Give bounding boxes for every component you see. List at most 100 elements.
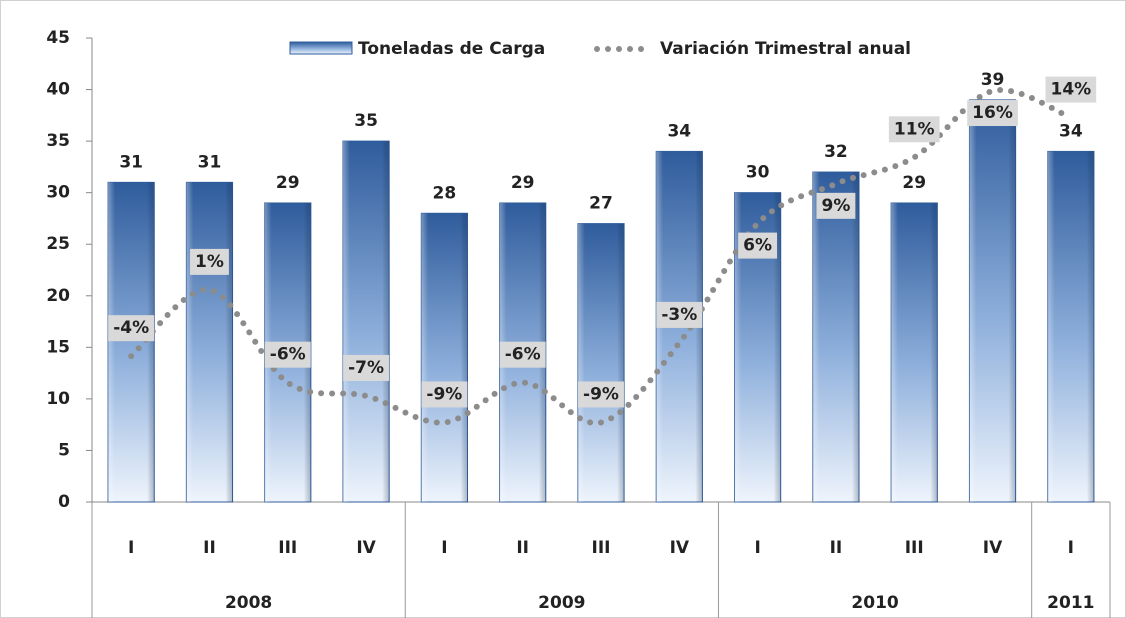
bar-value-label: 29 <box>902 173 926 193</box>
value-label-box: 14% <box>1045 76 1097 103</box>
x-tick-label: II <box>830 538 843 558</box>
line-value-label: -4% <box>113 318 149 338</box>
bar-shade <box>891 202 938 502</box>
line-value-label: 14% <box>1050 80 1091 100</box>
bar-group <box>342 140 390 503</box>
bar-value-label: 28 <box>433 183 457 203</box>
x-tick-label: IV <box>356 538 376 558</box>
y-tick-label: 20 <box>46 286 70 306</box>
bar-value-label: 29 <box>276 173 300 193</box>
label-background <box>656 301 703 328</box>
bar-value-label: 34 <box>667 121 691 141</box>
value-label-box: 16% <box>967 100 1018 127</box>
x-tick-label: III <box>278 538 297 558</box>
bar-group <box>968 99 1017 503</box>
bar-shade <box>969 99 1016 502</box>
line-value-label: 6% <box>743 236 772 256</box>
bar-value-label: 31 <box>119 152 143 172</box>
bar-value-label: 34 <box>1059 121 1083 141</box>
bar-shade <box>812 172 860 503</box>
x-tick-label: IV <box>670 538 690 558</box>
x-tick-label: II <box>516 538 529 558</box>
bar-value-label: 27 <box>589 194 613 214</box>
x-tick-label: IV <box>983 538 1003 558</box>
y-tick-label: 10 <box>46 389 70 409</box>
bar-value-label: 35 <box>354 111 378 131</box>
line-value-label: -9% <box>583 384 619 404</box>
label-background <box>343 354 390 381</box>
bar-group <box>577 223 625 503</box>
line-value-label: -7% <box>348 358 384 378</box>
legend-label: Variación Trimestral anual <box>660 39 911 59</box>
x-tick-label: III <box>592 538 611 558</box>
value-label-box: -6% <box>499 341 546 368</box>
y-tick-label: 45 <box>46 28 70 48</box>
y-tick-label: 5 <box>58 440 70 460</box>
line-value-label: 9% <box>821 196 850 216</box>
label-background <box>190 248 229 275</box>
value-label-box: -3% <box>656 301 703 328</box>
y-tick-label: 0 <box>58 492 70 512</box>
bar-group <box>1047 150 1095 503</box>
value-label-box: 9% <box>816 192 856 219</box>
label-background <box>578 381 624 408</box>
line-value-label: -6% <box>505 345 541 365</box>
value-label-box: 6% <box>738 232 778 259</box>
x-tick-label: I <box>754 538 760 558</box>
bar-shade <box>186 182 233 502</box>
x-tick-label: I <box>128 538 134 558</box>
x-tick-label: III <box>905 538 924 558</box>
x-tick-label: II <box>203 538 216 558</box>
year-label: 2010 <box>851 593 898 613</box>
label-background <box>816 192 856 219</box>
label-background <box>888 116 940 143</box>
bar-value-label: 32 <box>824 142 848 162</box>
y-tick-label: 40 <box>46 80 70 100</box>
value-label-box: -9% <box>421 381 468 408</box>
bar-shade <box>1047 151 1094 502</box>
label-background <box>108 315 155 342</box>
bar-shade <box>577 223 625 502</box>
legend: Toneladas de Carga Variación Trimestral a… <box>289 39 911 59</box>
legend-swatch <box>289 41 353 55</box>
bar-value-label: 31 <box>198 152 222 172</box>
year-label: 2008 <box>225 593 272 613</box>
line-value-label: -6% <box>270 345 306 365</box>
value-label-box: -7% <box>343 354 390 381</box>
year-label: 2009 <box>538 593 585 613</box>
value-label-box: -4% <box>108 315 155 342</box>
bar-shade <box>421 213 468 503</box>
line <box>128 87 1074 427</box>
legend-label: Toneladas de Carga <box>358 39 545 59</box>
bar-value-label: 30 <box>746 163 770 183</box>
bar-shade <box>342 141 390 502</box>
label-background <box>264 341 311 368</box>
value-label-box: 11% <box>888 116 940 143</box>
y-tick-label: 15 <box>46 337 70 357</box>
bar-group <box>420 212 468 503</box>
label-background <box>1045 76 1097 103</box>
value-label-box: -6% <box>264 341 311 368</box>
x-tick-label: I <box>1068 538 1074 558</box>
y-tick-label: 25 <box>46 234 70 254</box>
x-tick-label: I <box>441 538 447 558</box>
y-tick-label: 35 <box>46 131 70 151</box>
line-value-label: 11% <box>894 119 935 139</box>
line-value-label: -9% <box>426 384 462 404</box>
bar-value-label: 29 <box>511 173 535 193</box>
bar-value-label: 39 <box>981 70 1005 90</box>
y-tick-label: 30 <box>46 183 70 203</box>
line-value-label: -3% <box>661 305 697 325</box>
value-label-box: 1% <box>190 248 229 275</box>
label-background <box>499 341 546 368</box>
label-background <box>738 232 778 259</box>
line-value-label: 16% <box>972 103 1013 123</box>
label-background <box>967 100 1018 127</box>
bar-group <box>185 181 234 503</box>
bar-group <box>890 202 938 503</box>
value-label-box: -9% <box>578 381 624 408</box>
line-value-label: 1% <box>195 252 224 272</box>
label-background <box>421 381 468 408</box>
